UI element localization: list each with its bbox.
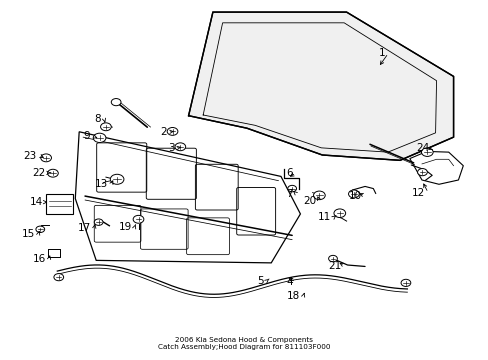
- Text: 2006 Kia Sedona Hood & Components
Catch Assembly;Hood Diagram for 811103F000: 2006 Kia Sedona Hood & Components Catch …: [158, 337, 330, 350]
- Text: 3: 3: [167, 143, 174, 153]
- Circle shape: [287, 185, 296, 192]
- Text: 14: 14: [29, 197, 42, 207]
- Text: 23: 23: [23, 151, 37, 161]
- Circle shape: [93, 133, 106, 143]
- Circle shape: [175, 143, 185, 151]
- Text: 6: 6: [286, 168, 292, 178]
- Circle shape: [36, 226, 44, 233]
- Circle shape: [421, 148, 432, 157]
- Text: 18: 18: [286, 291, 300, 301]
- Circle shape: [328, 255, 337, 262]
- Text: 20: 20: [303, 196, 316, 206]
- Circle shape: [110, 174, 123, 184]
- Circle shape: [133, 215, 143, 223]
- Text: 7: 7: [286, 189, 292, 199]
- Circle shape: [400, 279, 410, 287]
- Text: 9: 9: [83, 131, 90, 141]
- Text: 21: 21: [328, 261, 341, 271]
- Polygon shape: [188, 12, 453, 160]
- Text: 15: 15: [22, 229, 35, 239]
- Text: 19: 19: [118, 222, 131, 232]
- Text: 13: 13: [95, 179, 108, 189]
- Circle shape: [167, 127, 178, 135]
- Text: 1: 1: [378, 48, 385, 58]
- Text: 5: 5: [257, 276, 264, 286]
- Text: 8: 8: [94, 113, 101, 123]
- Text: 22: 22: [32, 168, 45, 178]
- Circle shape: [47, 169, 58, 177]
- Text: 4: 4: [286, 277, 292, 287]
- Circle shape: [41, 154, 51, 162]
- Text: 12: 12: [411, 188, 425, 198]
- Circle shape: [94, 219, 103, 225]
- Circle shape: [348, 190, 359, 198]
- Text: 2: 2: [160, 127, 166, 137]
- Polygon shape: [409, 152, 462, 184]
- Text: 17: 17: [78, 223, 91, 233]
- Text: 24: 24: [415, 143, 428, 153]
- Polygon shape: [46, 194, 73, 214]
- Polygon shape: [75, 132, 300, 263]
- Text: 16: 16: [33, 254, 46, 264]
- Polygon shape: [48, 249, 60, 257]
- Text: 11: 11: [317, 212, 330, 222]
- Circle shape: [333, 209, 345, 217]
- Circle shape: [54, 274, 63, 281]
- Circle shape: [101, 123, 111, 131]
- Circle shape: [417, 168, 427, 176]
- Circle shape: [313, 191, 325, 200]
- Text: 10: 10: [348, 191, 362, 201]
- Circle shape: [111, 99, 121, 106]
